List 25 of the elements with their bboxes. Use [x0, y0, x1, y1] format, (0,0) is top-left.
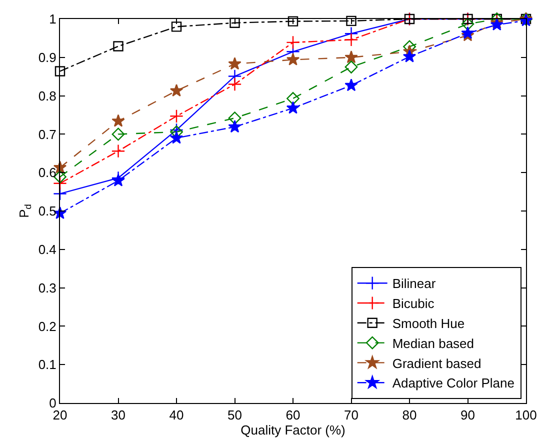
y-tick-label: 0.3 [38, 280, 56, 296]
y-tick-label: 1 [49, 12, 56, 27]
x-tick-label: 100 [515, 408, 537, 423]
y-tick-label: 0.5 [38, 204, 56, 219]
y-tick-label: 0.1 [38, 357, 56, 372]
legend-label: Smooth Hue [392, 316, 465, 331]
y-tick-label: 0.6 [38, 165, 56, 180]
y-tick-label: 0.2 [38, 318, 56, 334]
legend-label: Median based [392, 336, 474, 351]
y-tick-label: 0.7 [38, 126, 56, 142]
x-axis-title: Quality Factor (%) [240, 422, 346, 438]
y-tick-label: 0.9 [38, 50, 56, 65]
legend-label: Bicubic [392, 296, 435, 312]
x-tick-label: 90 [460, 408, 475, 423]
x-tick-label: 40 [169, 408, 184, 423]
x-tick-label: 30 [111, 408, 126, 423]
y-tick-label: 0.4 [38, 242, 56, 257]
legend-label: Bilinear [392, 276, 436, 292]
x-tick-label: 80 [402, 408, 417, 423]
legend-label: Gradient based [392, 356, 482, 371]
legend-label: Adaptive Color Plane [392, 376, 514, 391]
y-tick-label: 0.8 [38, 88, 56, 104]
x-tick-label: 60 [286, 408, 300, 423]
x-tick-label: 50 [228, 408, 242, 423]
x-tick-label: 70 [344, 408, 358, 423]
